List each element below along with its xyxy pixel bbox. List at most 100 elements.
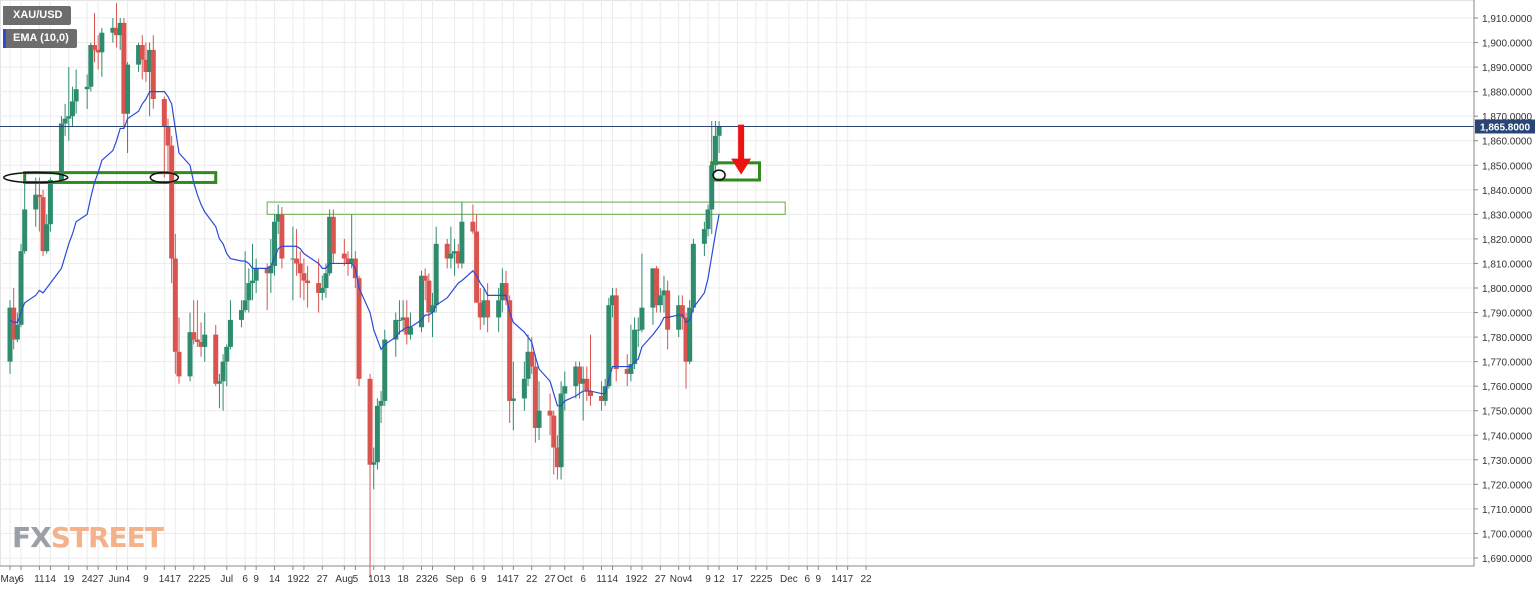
x-tick-label: Jun — [108, 574, 124, 585]
x-tick-label: 27 — [655, 574, 667, 585]
candle-up — [676, 305, 682, 330]
x-tick-label: 9 — [705, 574, 711, 585]
candle-down — [198, 341, 204, 347]
candle-up — [216, 381, 222, 384]
x-tick-label: 19 — [287, 574, 299, 585]
last-price-line: 1,865.8000 — [0, 119, 1535, 133]
touch-ellipse — [2, 171, 69, 184]
candle-down — [485, 300, 491, 318]
x-tick-label: 4 — [125, 574, 131, 585]
touch-ellipse — [712, 169, 726, 181]
candle-up — [628, 364, 634, 374]
y-tick-label: 1,900.0000 — [1482, 39, 1532, 50]
candle-down — [345, 258, 351, 264]
candle-up — [610, 295, 616, 306]
x-tick-label: 6 — [18, 574, 24, 585]
candle-up — [378, 400, 384, 406]
candle-up — [249, 280, 255, 284]
x-tick-label: 22 — [860, 574, 872, 585]
candle-up — [99, 32, 105, 53]
x-tick-label: 14 — [607, 574, 619, 585]
candle-down — [36, 194, 42, 198]
x-tick-label: 23 — [416, 574, 428, 585]
arrow-head — [731, 158, 752, 175]
x-tick-label: 9 — [481, 574, 487, 585]
y-tick-label: 1,870.0000 — [1482, 112, 1532, 123]
candle-up — [459, 221, 465, 264]
candle-up — [275, 214, 281, 222]
candle-down — [356, 278, 362, 379]
candle-up — [327, 216, 333, 274]
candle-down — [95, 49, 101, 53]
candle-up — [62, 118, 68, 124]
candle-up — [66, 116, 72, 119]
candle-up — [22, 209, 28, 252]
x-tick-label: 25 — [761, 574, 773, 585]
x-tick-label: 27 — [545, 574, 557, 585]
candle-up — [69, 101, 75, 117]
x-tick-label: 6 — [580, 574, 586, 585]
y-tick-label: 1,710.0000 — [1482, 505, 1532, 516]
y-tick-label: 1,880.0000 — [1482, 88, 1532, 99]
candle-up — [371, 462, 377, 465]
x-tick-label: 25 — [199, 574, 211, 585]
x-tick-label: 27 — [317, 574, 329, 585]
y-tick-label: 1,750.0000 — [1482, 407, 1532, 418]
candle-down — [679, 305, 685, 318]
watermark-part1: FX — [12, 521, 52, 554]
x-tick-label: 4 — [687, 574, 693, 585]
candle-up — [272, 221, 278, 266]
x-tick-label: 10 — [368, 574, 380, 585]
candle-down — [470, 221, 476, 232]
x-tick-label: 9 — [815, 574, 821, 585]
candle-up — [58, 123, 64, 180]
candle-up — [661, 290, 667, 296]
candle-up — [712, 135, 718, 166]
candle-up — [639, 307, 645, 330]
candle-up — [319, 287, 325, 293]
candle-up — [73, 89, 79, 102]
candle-down — [554, 447, 560, 468]
candle-up — [716, 126, 722, 136]
candle-up — [525, 351, 531, 379]
y-tick-label: 1,850.0000 — [1482, 161, 1532, 172]
candle-down — [330, 216, 336, 254]
candle-up — [701, 229, 707, 244]
y-tick-label: 1,740.0000 — [1482, 431, 1532, 442]
candle-up — [187, 332, 193, 377]
candle-up — [606, 305, 612, 387]
x-tick-label: 6 — [242, 574, 248, 585]
arrow-shaft — [738, 124, 745, 161]
indicator-legend[interactable]: EMA (10,0) — [3, 29, 77, 48]
x-tick-label: Nov — [670, 574, 688, 585]
candle-up — [690, 243, 696, 308]
candle-down — [11, 307, 17, 340]
candle-down — [176, 351, 182, 377]
candle-up — [407, 327, 413, 335]
candle-down — [547, 410, 553, 416]
x-tick-label: 14 — [45, 574, 57, 585]
x-tick-label: 17 — [170, 574, 182, 585]
x-tick-label: 6 — [804, 574, 810, 585]
candle-down — [191, 332, 197, 340]
x-tick-label: 13 — [379, 574, 391, 585]
y-tick-label: 1,700.0000 — [1482, 529, 1532, 540]
candle-down — [121, 22, 127, 114]
candle-down — [474, 231, 480, 303]
candle-down — [316, 283, 322, 293]
candle-down — [665, 290, 671, 330]
x-tick-label: 27 — [93, 574, 105, 585]
candle-up — [44, 224, 50, 252]
candle-up — [117, 22, 123, 36]
candle-down — [507, 300, 513, 401]
candle-up — [382, 339, 388, 401]
y-tick-label: 1,770.0000 — [1482, 358, 1532, 369]
x-tick-label: 24 — [82, 574, 94, 585]
y-tick-label: 1,890.0000 — [1482, 63, 1532, 74]
symbol-legend[interactable]: XAU/USD — [3, 6, 71, 25]
last-price-badge — [1475, 119, 1535, 134]
symbol-color-bar — [3, 6, 6, 25]
x-tick-label: Aug — [335, 574, 353, 585]
